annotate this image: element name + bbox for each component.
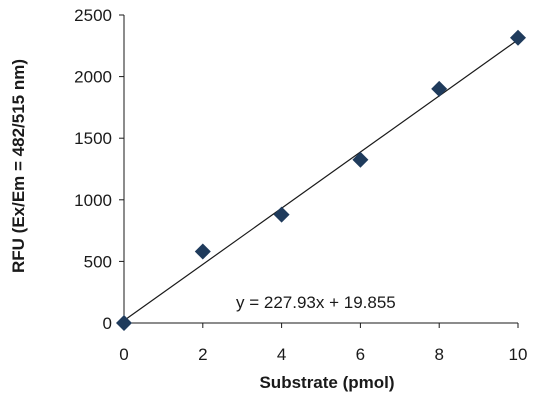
y-tick-label: 1000 [74, 191, 112, 210]
y-tick-label: 2000 [74, 68, 112, 87]
x-axis-ticks: 0 2 4 6 8 10 [119, 323, 527, 364]
x-tick-label: 0 [119, 345, 128, 364]
x-tick-label: 6 [356, 345, 365, 364]
x-axis-title: Substrate (pmol) [259, 373, 394, 392]
y-axis-ticks: 0 500 1000 1500 2000 2500 [74, 6, 124, 333]
trendline-equation: y = 227.93x + 19.855 [236, 293, 396, 312]
data-point [431, 80, 448, 97]
data-point [510, 29, 526, 46]
y-tick-label: 1500 [74, 129, 112, 148]
data-point [273, 206, 290, 223]
x-tick-label: 4 [277, 345, 286, 364]
data-point [194, 243, 211, 260]
y-tick-label: 2500 [74, 6, 112, 25]
data-points [116, 29, 526, 331]
trendline [123, 39, 519, 322]
x-tick-label: 8 [434, 345, 443, 364]
y-axis-title: RFU (Ex/Em = 482/515 nm) [9, 59, 28, 273]
x-tick-label: 10 [509, 345, 528, 364]
trendline-group [123, 39, 519, 322]
x-tick-label: 2 [198, 345, 207, 364]
y-tick-label: 0 [103, 314, 112, 333]
y-tick-label: 500 [84, 252, 112, 271]
data-point [352, 151, 369, 168]
data-point [116, 315, 132, 331]
